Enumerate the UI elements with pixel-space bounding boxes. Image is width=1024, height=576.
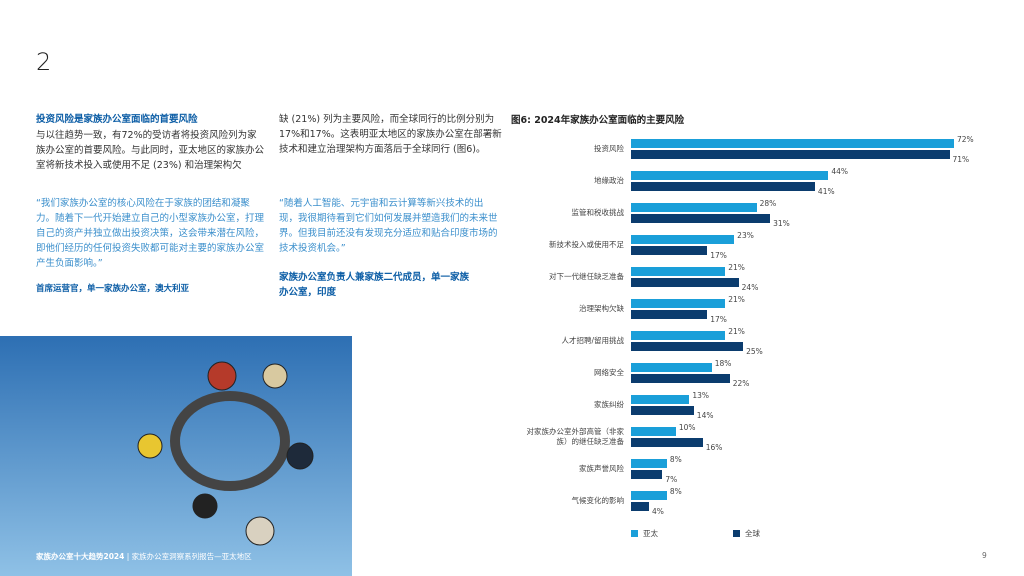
value-label: 18% <box>714 359 732 368</box>
value-label: 25% <box>746 347 763 356</box>
value-label: 71% <box>952 155 970 164</box>
value-label: 28% <box>759 199 777 208</box>
value-label: 44% <box>831 167 849 176</box>
bar <box>631 267 726 276</box>
bar <box>631 150 950 159</box>
footer-subtitle: 家族办公室洞察系列报告—亚太地区 <box>131 552 252 561</box>
bar <box>631 310 708 319</box>
value-label: 8% <box>669 455 682 464</box>
value-label: 21% <box>728 295 745 304</box>
bar <box>631 278 739 287</box>
bar <box>631 363 712 372</box>
legend-label: 亚太 <box>643 529 658 538</box>
quote: “随着人工智能、元宇宙和云计算等新兴技术的出现，我很期待看到它们如何发展并塑造我… <box>279 198 498 254</box>
value-label: 21% <box>728 327 745 336</box>
bar <box>631 203 757 212</box>
bar <box>631 502 649 511</box>
bar <box>631 182 815 191</box>
value-label: 31% <box>773 219 790 228</box>
value-label: 4% <box>651 507 664 516</box>
legend-label: 全球 <box>745 529 760 538</box>
bar <box>631 491 667 500</box>
bar <box>631 171 829 180</box>
category-label: 新技术投入或使用不足 <box>549 240 624 249</box>
value-label: 17% <box>710 251 727 260</box>
category-label: 监管和税收挑战 <box>571 208 625 217</box>
category-label: 对下一代继任缺乏准备 <box>549 272 624 281</box>
value-label: 41% <box>817 187 835 196</box>
attribution: 首席运营官，单一家族办公室，澳大利亚 <box>36 284 190 294</box>
bar <box>631 438 703 447</box>
value-label: 10% <box>678 423 696 432</box>
value-label: 24% <box>741 283 759 292</box>
bar <box>631 459 667 468</box>
category-label: 投资风险 <box>594 144 624 153</box>
bar <box>631 299 726 308</box>
category-label: 地缘政治 <box>594 176 624 185</box>
bar <box>631 246 708 255</box>
bar <box>631 470 663 479</box>
value-label: 72% <box>957 135 974 144</box>
category-label: 人才招聘/留用挑战 <box>561 336 624 345</box>
category-label: 气候变化的影响 <box>571 496 625 505</box>
bar <box>631 395 690 404</box>
category-label: 治理架构欠缺 <box>579 304 624 313</box>
value-label: 23% <box>737 231 754 240</box>
category-label: 网络安全 <box>594 368 624 377</box>
bar <box>631 406 694 415</box>
footer-title: 家族办公室十大趋势2024 <box>36 552 125 561</box>
value-label: 17% <box>710 315 727 324</box>
quote: “我们家族办公室的核心风险在于家族的团结和凝聚力。随着下一代开始建立自己的小型家… <box>36 198 265 269</box>
footer: 家族办公室十大趋势2024 | 家族办公室洞察系列报告—亚太地区 <box>36 552 252 561</box>
value-label: 21% <box>728 263 745 272</box>
page-number: 9 <box>982 551 987 560</box>
bar <box>631 139 954 148</box>
paragraph: 与以往趋势一致，有72%的受访者将投资风险列为家族办公室的首要风险。与此同时，亚… <box>36 130 265 171</box>
value-label: 13% <box>692 391 709 400</box>
category-label: 家族声誉风险 <box>579 464 624 473</box>
legend-swatch <box>733 530 740 537</box>
heading: 投资风险是家族办公室面临的首要风险 <box>36 114 198 125</box>
bar <box>631 427 676 436</box>
paragraph: 缺 (21%) 列为主要风险，而全球同行的比例分别为17%和17%。这表明亚太地… <box>279 114 502 155</box>
bar <box>631 214 771 223</box>
bar <box>631 374 730 383</box>
photo <box>0 336 352 576</box>
chart-title: 图6: 2024年家族办公室面临的主要风险 <box>511 115 685 126</box>
attribution: 家族办公室负责人兼家族二代成员，单一家族办公室，印度 <box>279 272 470 298</box>
value-label: 8% <box>669 487 682 496</box>
value-label: 14% <box>696 411 714 420</box>
bar <box>631 342 744 351</box>
section-number: 2 <box>36 48 52 76</box>
category-label: 家族纠纷 <box>594 400 624 409</box>
category-label: 对家族办公室外部高管（非家族）的继任缺乏准备 <box>526 427 625 446</box>
value-label: 7% <box>665 475 678 484</box>
value-label: 22% <box>732 379 750 388</box>
value-label: 16% <box>705 443 723 452</box>
legend-swatch <box>631 530 638 537</box>
bar <box>631 235 735 244</box>
bar <box>631 331 726 340</box>
